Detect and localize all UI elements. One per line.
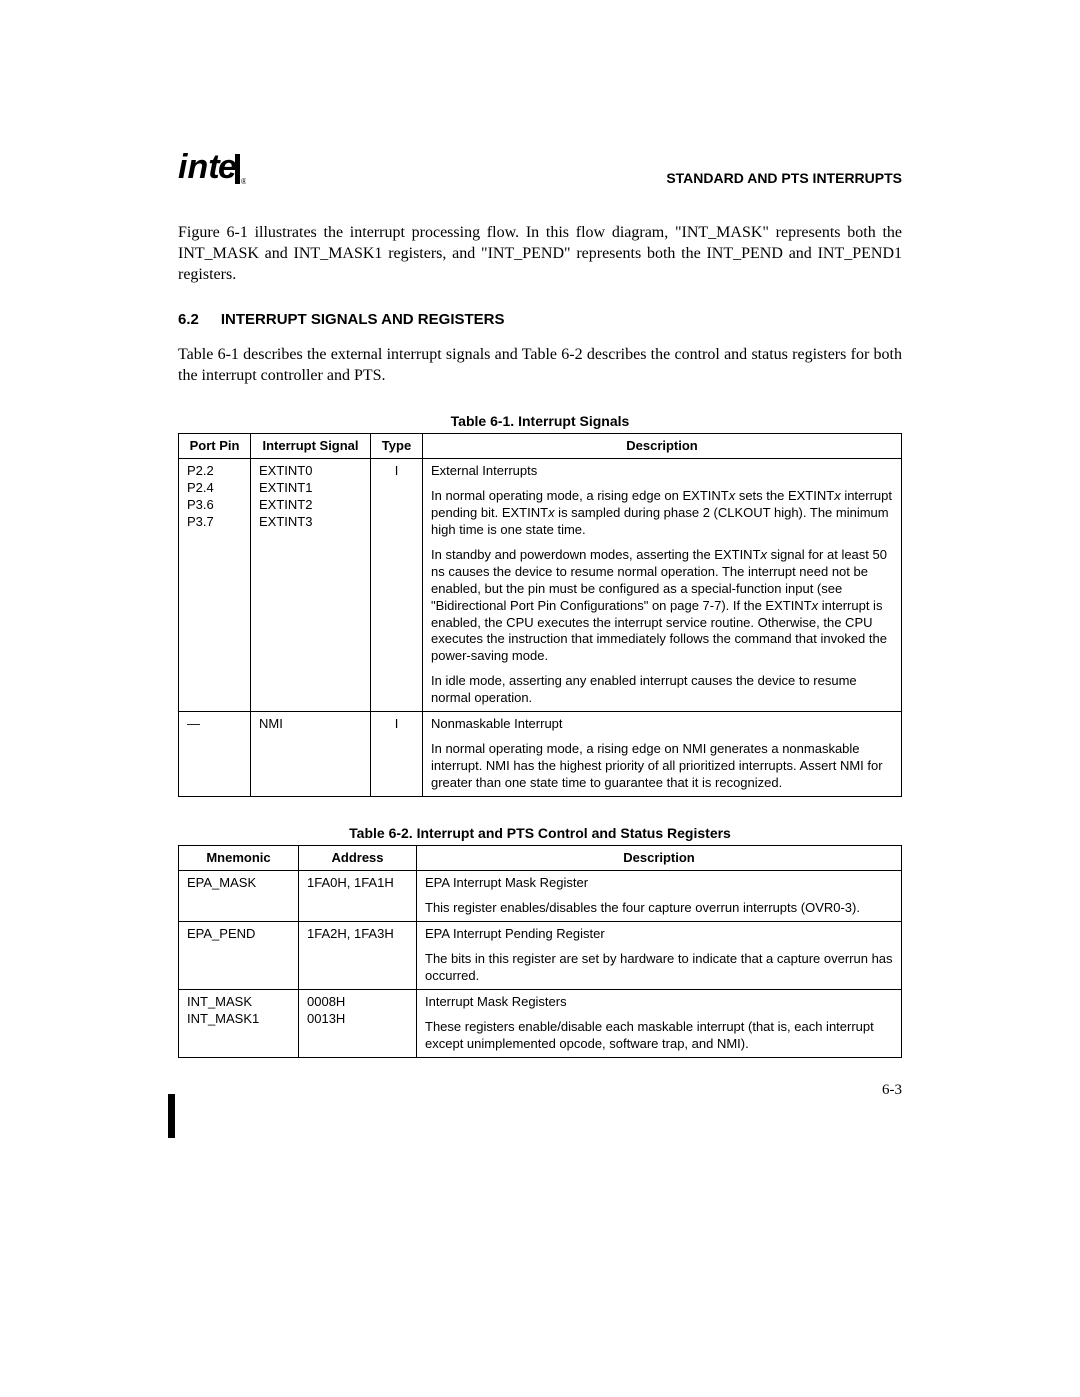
- table2-caption: Table 6-2. Interrupt and PTS Control and…: [178, 825, 902, 841]
- table-header-row: Port Pin Interrupt Signal Type Descripti…: [179, 433, 902, 459]
- col-mnemonic: Mnemonic: [179, 845, 299, 871]
- col-description: Description: [417, 845, 902, 871]
- table-row: EPA_PEND 1FA2H, 1FA3H EPA Interrupt Pend…: [179, 922, 902, 990]
- cell-port-pin: —: [179, 712, 251, 797]
- cell-description: Interrupt Mask Registers These registers…: [417, 989, 902, 1057]
- desc-text: In normal operating mode, a rising edge …: [431, 488, 893, 539]
- table-row: EPA_MASK 1FA0H, 1FA1H EPA Interrupt Mask…: [179, 871, 902, 922]
- desc-text: EPA Interrupt Pending Register: [425, 926, 893, 943]
- desc-text: Nonmaskable Interrupt: [431, 716, 893, 733]
- svg-text:e: e: [218, 150, 237, 186]
- desc-text: The bits in this register are set by har…: [425, 951, 893, 985]
- table-row: INT_MASK INT_MASK1 0008H 0013H Interrupt…: [179, 989, 902, 1057]
- desc-text: In normal operating mode, a rising edge …: [431, 741, 893, 792]
- cell-description: External Interrupts In normal operating …: [423, 459, 902, 712]
- header-row: int e ® STANDARD AND PTS INTERRUPTS: [178, 150, 902, 186]
- cell-description: Nonmaskable Interrupt In normal operatin…: [423, 712, 902, 797]
- page-number: 6-3: [882, 1082, 902, 1099]
- cell-signal: EXTINT0 EXTINT1 EXTINT2 EXTINT3: [251, 459, 371, 712]
- intro-paragraph: Figure 6-1 illustrates the interrupt pro…: [178, 222, 902, 285]
- cell-description: EPA Interrupt Pending Register The bits …: [417, 922, 902, 990]
- cell-mnemonic: EPA_MASK: [179, 871, 299, 922]
- page-content: int e ® STANDARD AND PTS INTERRUPTS Figu…: [0, 0, 1080, 1058]
- cell-description: EPA Interrupt Mask Register This registe…: [417, 871, 902, 922]
- desc-text: External Interrupts: [431, 463, 893, 480]
- cell-signal: NMI: [251, 712, 371, 797]
- cell-type: I: [371, 459, 423, 712]
- cell-address: 1FA0H, 1FA1H: [299, 871, 417, 922]
- table-control-registers: Mnemonic Address Description EPA_MASK 1F…: [178, 845, 902, 1058]
- cell-port-pin: P2.2 P2.4 P3.6 P3.7: [179, 459, 251, 712]
- section-number: 6.2: [178, 311, 199, 328]
- section-title: INTERRUPT SIGNALS AND REGISTERS: [221, 311, 505, 328]
- cell-address: 1FA2H, 1FA3H: [299, 922, 417, 990]
- desc-text: This register enables/disables the four …: [425, 900, 893, 917]
- table1-caption: Table 6-1. Interrupt Signals: [178, 413, 902, 429]
- section-heading: 6.2 INTERRUPT SIGNALS AND REGISTERS: [178, 311, 902, 328]
- col-port-pin: Port Pin: [179, 433, 251, 459]
- change-bar-icon: [168, 1094, 175, 1138]
- desc-text: These registers enable/disable each mask…: [425, 1019, 893, 1053]
- col-description: Description: [423, 433, 902, 459]
- intel-logo: int e ®: [178, 150, 246, 186]
- col-type: Type: [371, 433, 423, 459]
- svg-text:®: ®: [241, 177, 246, 186]
- col-interrupt-signal: Interrupt Signal: [251, 433, 371, 459]
- col-address: Address: [299, 845, 417, 871]
- section-header: STANDARD AND PTS INTERRUPTS: [666, 170, 902, 186]
- table-interrupt-signals: Port Pin Interrupt Signal Type Descripti…: [178, 433, 902, 797]
- desc-text: Interrupt Mask Registers: [425, 994, 893, 1011]
- desc-text: In idle mode, asserting any enabled inte…: [431, 673, 893, 707]
- desc-text: In standby and powerdown modes, assertin…: [431, 547, 893, 665]
- cell-mnemonic: EPA_PEND: [179, 922, 299, 990]
- section-paragraph: Table 6-1 describes the external interru…: [178, 344, 902, 386]
- desc-text: EPA Interrupt Mask Register: [425, 875, 893, 892]
- cell-address: 0008H 0013H: [299, 989, 417, 1057]
- table-row: P2.2 P2.4 P3.6 P3.7 EXTINT0 EXTINT1 EXTI…: [179, 459, 902, 712]
- table-row: — NMI I Nonmaskable Interrupt In normal …: [179, 712, 902, 797]
- cell-mnemonic: INT_MASK INT_MASK1: [179, 989, 299, 1057]
- cell-type: I: [371, 712, 423, 797]
- svg-text:int: int: [178, 150, 221, 186]
- table-header-row: Mnemonic Address Description: [179, 845, 902, 871]
